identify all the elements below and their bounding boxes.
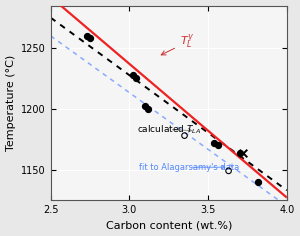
Text: fit to Alagarsamy's data: fit to Alagarsamy's data bbox=[139, 163, 239, 172]
Point bbox=[212, 141, 217, 145]
Point bbox=[130, 73, 135, 77]
Point bbox=[215, 143, 220, 147]
Point bbox=[256, 180, 261, 184]
X-axis label: Carbon content (wt.%): Carbon content (wt.%) bbox=[106, 220, 232, 230]
Text: $T_L^{\gamma}$: $T_L^{\gamma}$ bbox=[161, 33, 194, 55]
Point bbox=[88, 37, 92, 40]
Point bbox=[85, 34, 89, 38]
Y-axis label: Temperature (°C): Temperature (°C) bbox=[6, 55, 16, 151]
Point bbox=[226, 169, 231, 173]
Point bbox=[237, 151, 242, 155]
Point bbox=[143, 105, 148, 108]
Point bbox=[182, 134, 187, 138]
Point bbox=[146, 107, 151, 111]
Point bbox=[133, 77, 138, 80]
Point bbox=[240, 151, 245, 155]
Text: calculated $T_{LA}$: calculated $T_{LA}$ bbox=[137, 123, 202, 136]
